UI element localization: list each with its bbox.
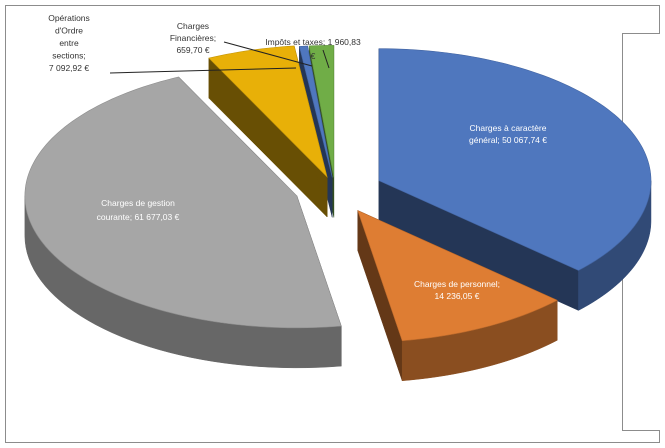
slice-charges-financieres (298, 45, 333, 178)
leader-line-impots-taxes (322, 49, 330, 69)
leader-line-charges-financieres (223, 41, 313, 67)
data-label-charges-de-personnel: Charges de personnel; 14 236,05 € (414, 279, 500, 301)
slice-charges-de-personnel (357, 209, 558, 342)
data-label-charges-a-caractere-general: Charges à caractère général; 50 067,74 € (469, 123, 547, 145)
data-label-charges-financieres: Charges Financières; 659,70 € (170, 21, 216, 55)
data-label-charges-de-gestion-courante: Charges de gestion courante; 61 677,03 € (97, 198, 180, 222)
slice-operations-d-ordre-entre-sections (208, 45, 328, 178)
data-label-impots-et-taxes: Impôts et taxes; 1 960,83 € (265, 37, 361, 61)
data-label-operations-d-ordre-entre-sections: Opérations d'Ordre entre sections; 7 092,92 … (48, 13, 90, 73)
slice-charges-a-caractere-general (378, 48, 652, 271)
slice-charges-de-gestion-courante (24, 76, 342, 329)
slice-impots-et-taxes (308, 45, 335, 178)
leader-line-operations (109, 67, 297, 74)
